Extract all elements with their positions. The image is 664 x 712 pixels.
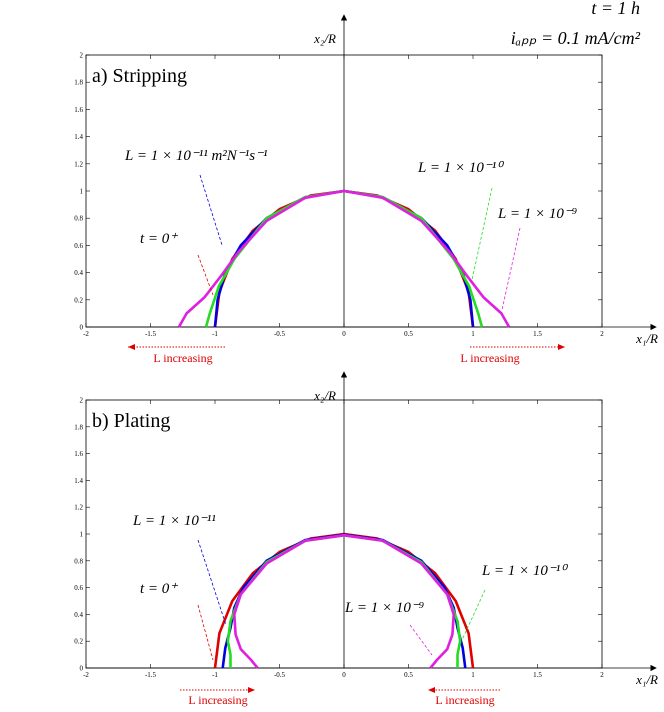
series-label: L = 1 × 10⁻¹¹ m²N⁻¹s⁻¹ <box>124 148 268 164</box>
x-tick-label: 0 <box>342 330 346 338</box>
annotation-leader <box>409 624 433 656</box>
x-tick-label: 1 <box>471 671 475 679</box>
x-tick-label: 0 <box>342 671 346 679</box>
note: iₐₚₚ = 0.1 mA/cm² <box>511 28 641 48</box>
y-tick-label: 0.6 <box>74 584 83 592</box>
y-tick-label: 0.8 <box>74 557 83 565</box>
y-axis-label: x₂/R <box>313 31 336 46</box>
series-label: t = 0⁺ <box>140 581 178 597</box>
series-label: L = 1 × 10⁻¹⁰ <box>481 563 568 579</box>
curve <box>233 534 455 669</box>
y-tick-label: 1 <box>80 188 84 196</box>
x-tick-label: -0.5 <box>274 671 286 679</box>
x-tick-label: -0.5 <box>274 330 286 338</box>
annotation: L increasing <box>435 693 494 707</box>
y-tick-label: 2 <box>80 52 84 60</box>
x-tick-label: 1 <box>471 330 475 338</box>
series-label: L = 1 × 10⁻¹⁰ <box>417 160 504 176</box>
annotation-leader <box>461 589 486 641</box>
y-tick-label: 1.6 <box>74 106 83 114</box>
y-tick-label: 2 <box>80 397 84 405</box>
x-tick-label: 0.5 <box>404 330 413 338</box>
series-label: t = 0⁺ <box>140 231 178 247</box>
annotation-leader <box>471 187 493 281</box>
annotation: L increasing <box>153 351 212 365</box>
x-tick-label: 1.5 <box>533 330 542 338</box>
annotation-leader <box>199 174 223 246</box>
series-label: L = 1 × 10⁻⁹ <box>344 600 424 616</box>
x-tick-label: -1.5 <box>145 671 157 679</box>
annotation-leader <box>197 539 227 626</box>
y-tick-label: 0.2 <box>74 638 83 646</box>
y-tick-label: 1.2 <box>74 160 83 168</box>
y-tick-label: 1.8 <box>74 423 83 431</box>
x-tick-label: -1 <box>212 330 218 338</box>
y-tick-label: 0.4 <box>74 611 83 619</box>
x-axis-label: x₁/R <box>635 672 658 687</box>
y-tick-label: 0.8 <box>74 215 83 223</box>
panel-title: b) Plating <box>92 410 170 432</box>
y-tick-label: 1 <box>80 531 84 539</box>
x-tick-label: -1 <box>212 671 218 679</box>
y-tick-label: 0.2 <box>74 296 83 304</box>
y-tick-label: 0 <box>80 324 84 332</box>
series-label: L = 1 × 10⁻¹¹ <box>132 513 216 529</box>
y-tick-label: 1.8 <box>74 79 83 87</box>
x-axis-label: x₁/R <box>635 331 658 346</box>
x-tick-label: 2 <box>600 671 604 679</box>
y-tick-label: 0.4 <box>74 269 83 277</box>
y-tick-label: 0.6 <box>74 242 83 250</box>
note: t = 1 h <box>591 0 640 18</box>
y-tick-label: 1.4 <box>74 133 83 141</box>
y-tick-label: 1.2 <box>74 504 83 512</box>
annotation: L increasing <box>460 351 519 365</box>
x-tick-label: -2 <box>83 330 89 338</box>
annotation-leader <box>197 254 214 296</box>
x-tick-label: -1.5 <box>145 330 157 338</box>
x-tick-label: 0.5 <box>404 671 413 679</box>
y-tick-label: 1.4 <box>74 477 83 485</box>
annotation-leader <box>501 227 521 311</box>
panel-title: a) Stripping <box>92 65 187 87</box>
series-label: L = 1 × 10⁻⁹ <box>497 206 577 222</box>
curve <box>177 189 511 328</box>
y-tick-label: 1.6 <box>74 450 83 458</box>
x-tick-label: 1.5 <box>533 671 542 679</box>
x-tick-label: -2 <box>83 671 89 679</box>
annotation: L increasing <box>188 693 247 707</box>
annotation-leader <box>197 604 214 661</box>
x-tick-label: 2 <box>600 330 604 338</box>
y-tick-label: 0 <box>80 665 84 673</box>
y-axis-label: x₂/R <box>313 388 336 403</box>
